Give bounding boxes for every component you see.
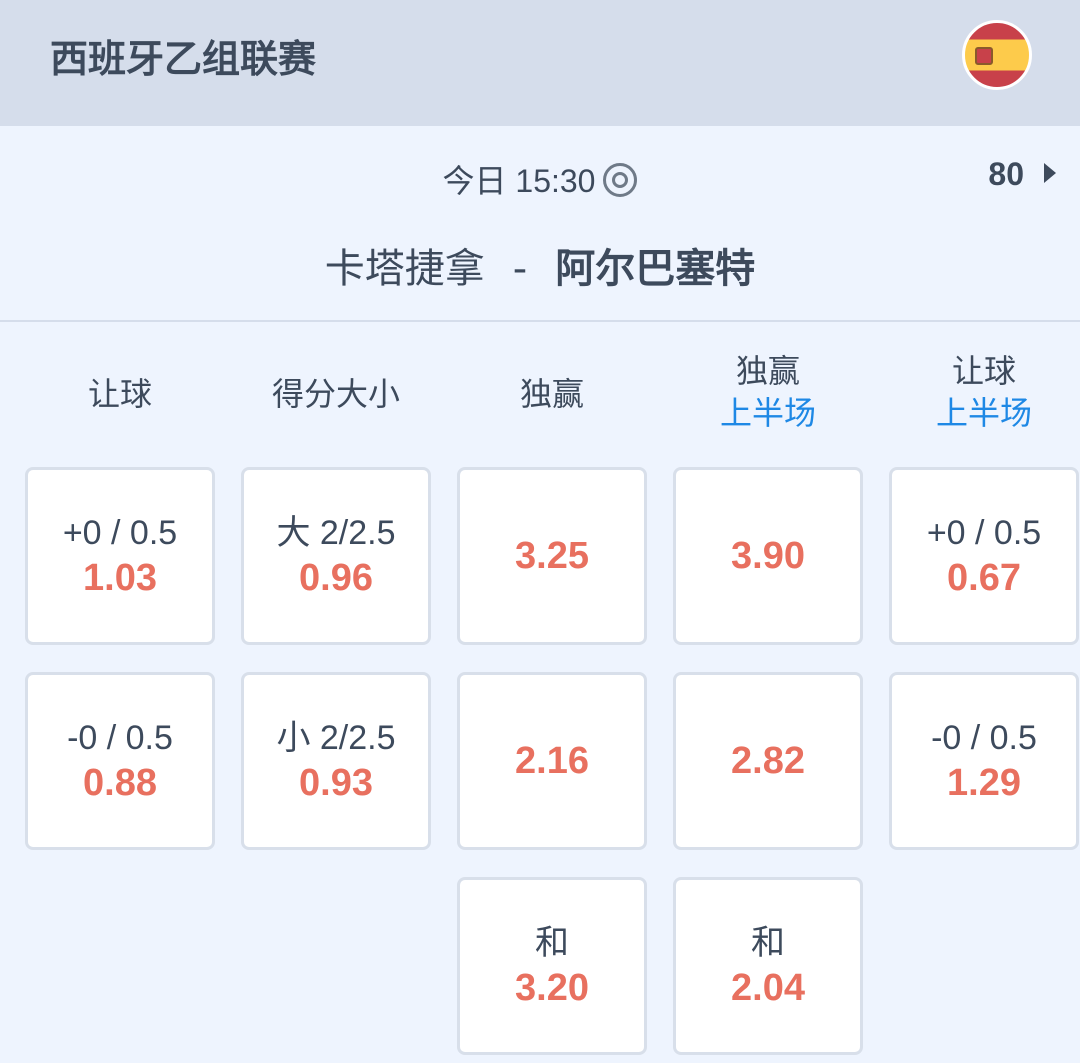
live-stream-icon[interactable] [603, 163, 638, 197]
odds-line: 小 2/2.5 [276, 719, 396, 757]
odds-button[interactable]: 2.16 [457, 672, 647, 850]
odds-button[interactable]: -0 / 0.5 1.29 [889, 672, 1079, 850]
odds-button[interactable]: 和 3.20 [457, 877, 647, 1055]
odds-value: 0.93 [299, 762, 373, 804]
column-header: 让球 [25, 373, 215, 415]
odds-line: +0 / 0.5 [62, 514, 178, 552]
column-subtitle: 上半场 [935, 394, 1032, 432]
odds-value: 0.96 [299, 557, 373, 599]
odds-button[interactable]: 2.82 [673, 672, 863, 850]
odds-button[interactable]: 小 2/2.5 0.93 [241, 672, 431, 850]
odds-value: 3.25 [515, 535, 589, 577]
odds-line: 大 2/2.5 [276, 514, 396, 552]
odds-button[interactable]: 和 2.04 [673, 877, 863, 1055]
team-separator: - [512, 246, 528, 292]
odds-value: 2.16 [515, 740, 589, 782]
odds-line: -0 / 0.5 [67, 719, 173, 757]
column-title: 得分大小 [271, 375, 400, 413]
match-time-row: 今日 15:30 [0, 156, 1080, 202]
odds-line: +0 / 0.5 [926, 514, 1042, 552]
odds-value: 0.67 [947, 557, 1021, 599]
header: 西班牙乙组联赛 [0, 0, 1080, 126]
divider [0, 320, 1080, 322]
teams: 卡塔捷拿 - 阿尔巴塞特 [0, 236, 1080, 294]
odds-value: 3.20 [515, 967, 589, 1009]
column-title: 让球 [951, 352, 1016, 390]
match-time: 今日 15:30 [442, 163, 596, 199]
column-header: 让球 上半场 [889, 350, 1079, 434]
odds-value: 1.03 [83, 557, 157, 599]
column-title: 让球 [87, 375, 152, 413]
odds-button[interactable]: 3.90 [673, 467, 863, 645]
column-title: 独赢 [519, 375, 584, 413]
column-header: 独赢 上半场 [673, 350, 863, 434]
odds-button[interactable]: 大 2/2.5 0.96 [241, 467, 431, 645]
column-title: 独赢 [735, 352, 800, 390]
odds-value: 3.90 [731, 535, 805, 577]
away-team: 阿尔巴塞特 [555, 246, 756, 292]
odds-value: 2.82 [731, 740, 805, 782]
home-team: 卡塔捷拿 [324, 246, 485, 292]
chevron-right-icon [1044, 163, 1056, 183]
odds-line: 和 [751, 924, 785, 962]
more-markets-button[interactable]: 80 [988, 156, 1056, 193]
odds-value: 1.29 [947, 762, 1021, 804]
league-title: 西班牙乙组联赛 [50, 37, 317, 81]
odds-value: 0.88 [83, 762, 157, 804]
odds-value: 2.04 [731, 967, 805, 1009]
odds-button[interactable]: +0 / 0.5 1.03 [25, 467, 215, 645]
column-header: 独赢 [457, 373, 647, 415]
more-markets-count: 80 [988, 156, 1024, 192]
odds-line: 和 [535, 924, 569, 962]
column-subtitle: 上半场 [719, 394, 816, 432]
odds-line: -0 / 0.5 [931, 719, 1037, 757]
column-header: 得分大小 [241, 373, 431, 415]
odds-button[interactable]: -0 / 0.5 0.88 [25, 672, 215, 850]
odds-button[interactable]: +0 / 0.5 0.67 [889, 467, 1079, 645]
spain-flag-icon [962, 20, 1032, 90]
odds-button[interactable]: 3.25 [457, 467, 647, 645]
